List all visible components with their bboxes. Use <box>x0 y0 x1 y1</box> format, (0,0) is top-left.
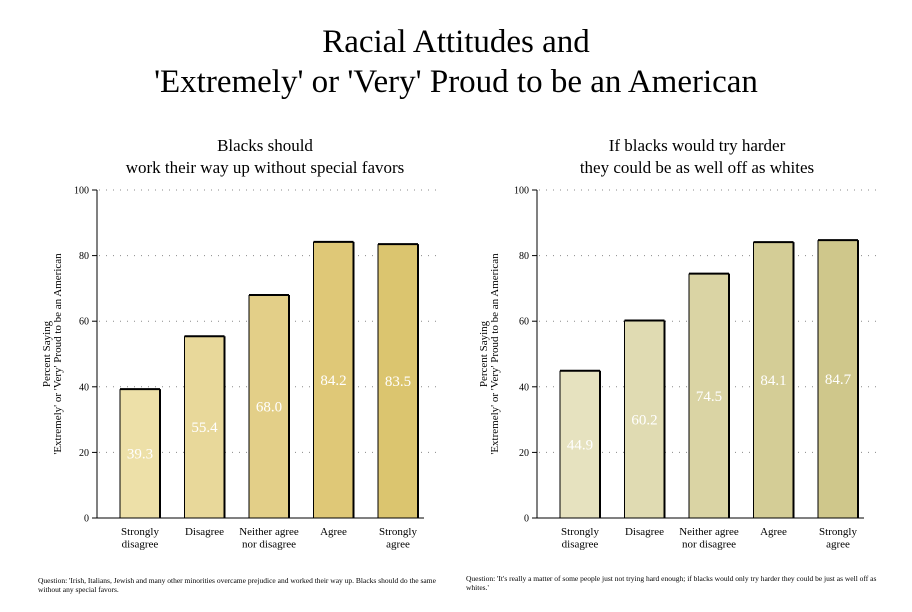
y-tick-label: 0 <box>84 514 89 525</box>
y-tick-label: 80 <box>519 251 529 262</box>
y-tick-label: 20 <box>519 448 529 459</box>
bar-value-label: 68.0 <box>256 399 282 415</box>
y-tick-label: 80 <box>79 251 89 262</box>
bar <box>560 370 600 518</box>
bar-value-label: 39.3 <box>127 447 153 463</box>
bar-value-label: 55.4 <box>191 420 218 436</box>
y-tick-label: 60 <box>79 317 89 328</box>
bar-value-label: 83.5 <box>385 374 411 390</box>
y-tick-label: 40 <box>519 382 529 393</box>
y-axis-label-line1: Percent Saying <box>478 320 490 387</box>
x-tick-label: Strongly <box>561 526 599 538</box>
x-tick-label: Strongly <box>121 526 159 538</box>
y-tick-label: 0 <box>524 514 529 525</box>
x-tick-label: agree <box>386 539 410 551</box>
x-tick-label: nor disagree <box>682 539 736 551</box>
x-tick-label: Strongly <box>379 526 417 538</box>
bar <box>184 336 225 518</box>
chart-title-line1: Blacks should <box>217 136 313 155</box>
bar-value-label: 74.5 <box>696 389 722 405</box>
y-tick-label: 100 <box>74 186 89 197</box>
bar-value-label: 84.1 <box>760 373 786 389</box>
bar <box>120 389 160 518</box>
bar <box>818 240 858 518</box>
x-tick-label: Neither agree <box>679 526 739 538</box>
main-title-line1: Racial Attitudes and <box>322 24 590 60</box>
y-axis-label-line2: 'Extremely' or 'Very' Proud to be an Ame… <box>52 253 64 455</box>
bar <box>249 294 289 518</box>
chart-panel-left: Blacks should work their way up without s… <box>41 136 440 551</box>
x-tick-label: disagree <box>122 539 159 551</box>
footnote-left: Question: 'Irish, Italians, Jewish and m… <box>38 576 436 594</box>
bar-value-label: 60.2 <box>631 412 657 428</box>
chart-title-line2: they could be as well off as whites <box>580 158 814 177</box>
y-tick-label: 20 <box>79 448 89 459</box>
y-tick-label: 60 <box>519 317 529 328</box>
x-tick-label: Disagree <box>185 526 224 538</box>
bar-value-label: 84.7 <box>825 372 852 388</box>
bar <box>689 273 729 518</box>
chart-panel-right: If blacks would try harder they could be … <box>478 136 880 551</box>
y-axis-label-line1: Percent Saying <box>41 320 53 387</box>
x-tick-label: Neither agree <box>239 526 299 538</box>
x-tick-label: Disagree <box>625 526 664 538</box>
bar-value-label: 44.9 <box>567 437 593 453</box>
y-axis-label-line2: 'Extremely' or 'Very' Proud to be an Ame… <box>489 253 501 455</box>
bar <box>624 320 665 518</box>
bar <box>378 244 418 518</box>
x-tick-label: Strongly <box>819 526 857 538</box>
main-title-line2: 'Extremely' or 'Very' Proud to be an Ame… <box>154 64 758 100</box>
chart-title-line1: If blacks would try harder <box>609 136 786 155</box>
y-tick-label: 100 <box>514 186 529 197</box>
x-tick-label: nor disagree <box>242 539 296 551</box>
bar-value-label: 84.2 <box>320 373 346 389</box>
bar <box>313 241 354 518</box>
footnote-right: Question: 'It's really a matter of some … <box>466 574 877 592</box>
x-tick-label: disagree <box>562 539 599 551</box>
x-tick-label: Agree <box>320 526 347 538</box>
y-tick-label: 40 <box>79 382 89 393</box>
bar <box>753 242 794 519</box>
chart-title-line2: work their way up without special favors <box>126 158 405 177</box>
x-tick-label: Agree <box>760 526 787 538</box>
x-tick-label: agree <box>826 539 850 551</box>
